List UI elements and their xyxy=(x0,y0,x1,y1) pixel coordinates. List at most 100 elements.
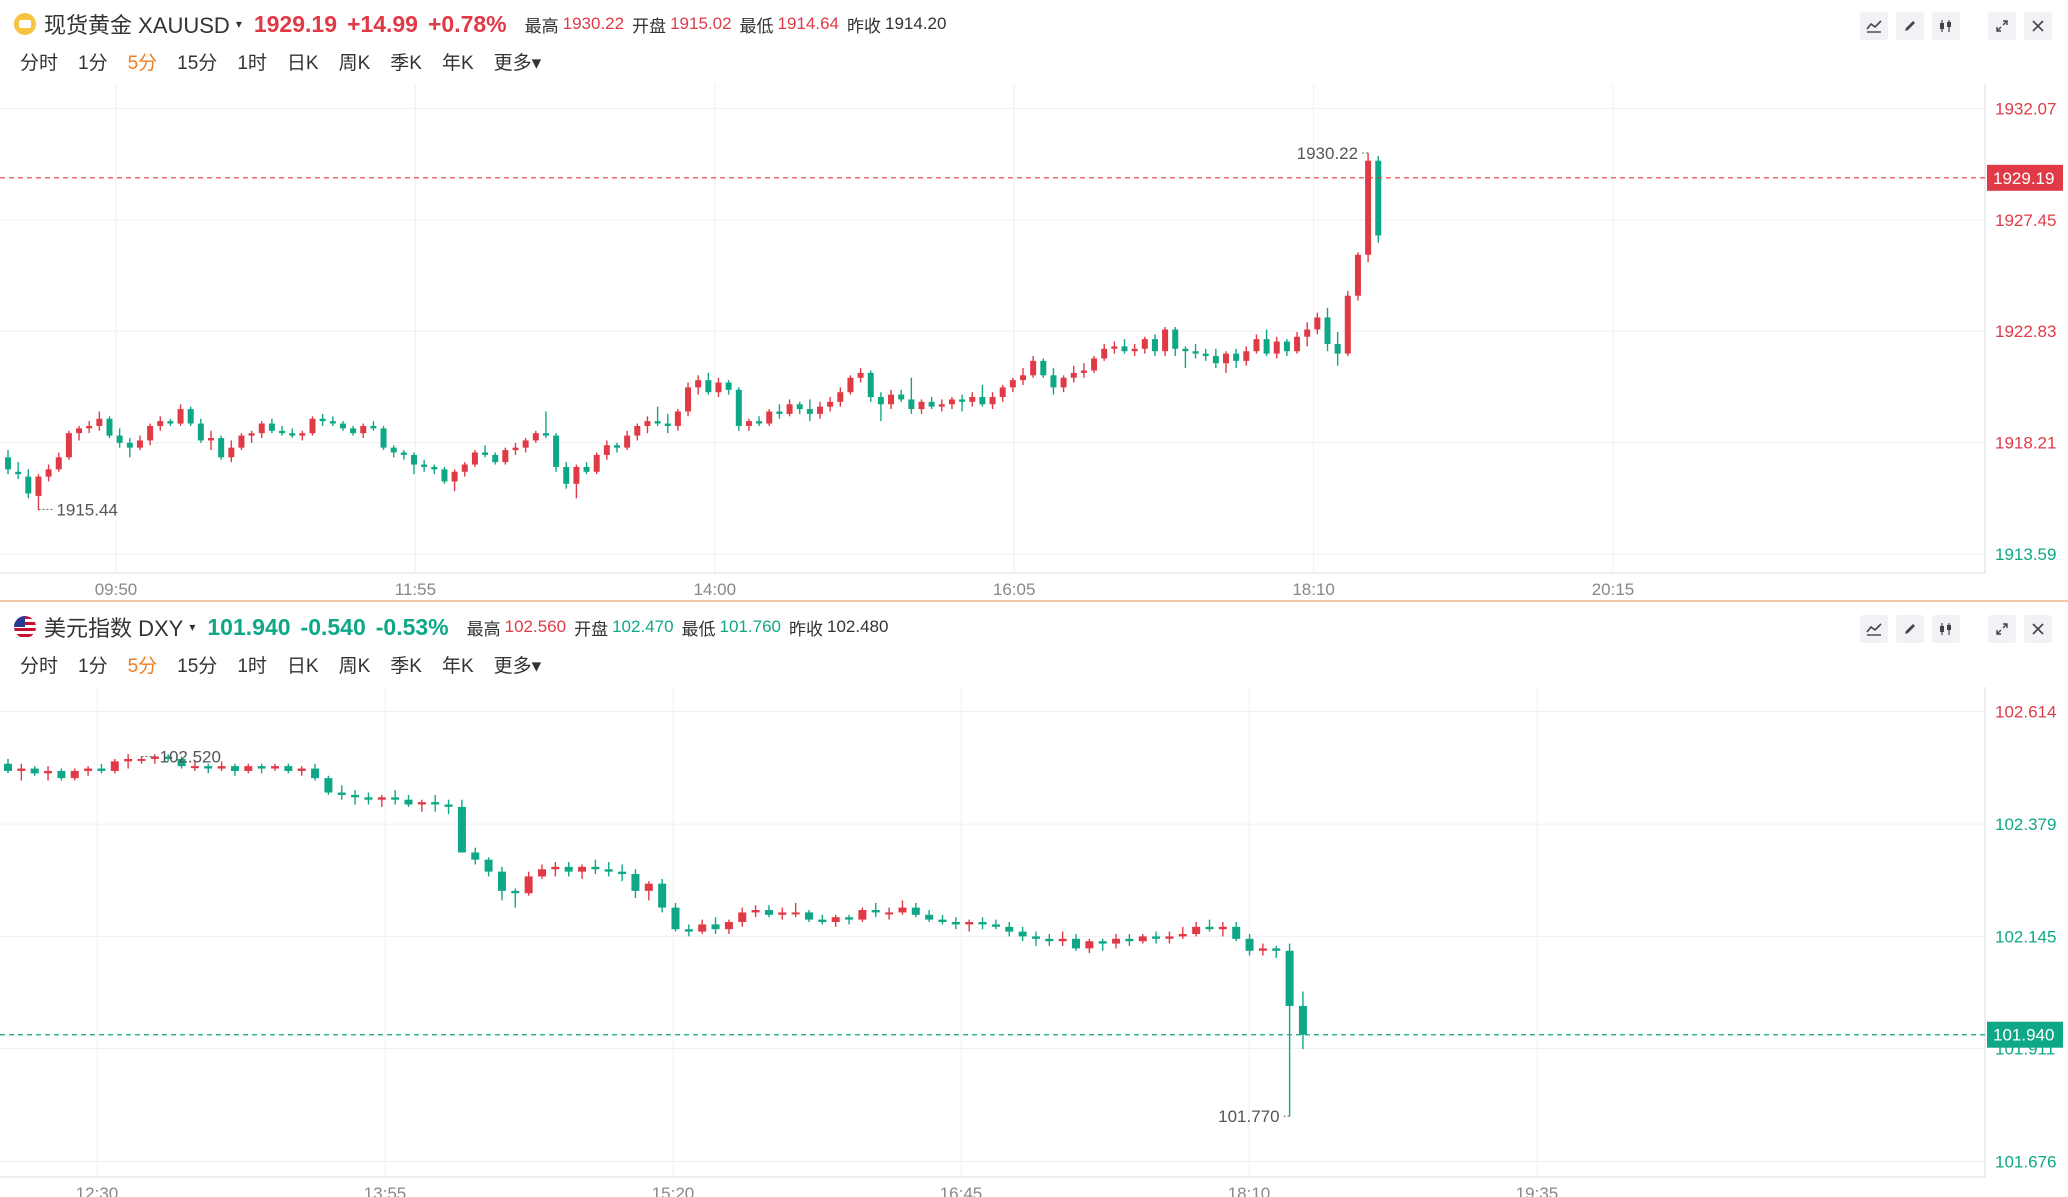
candle-body xyxy=(1172,329,1179,349)
candle xyxy=(167,418,174,426)
candle-body xyxy=(391,797,400,800)
candle-body xyxy=(76,428,83,434)
candle-body xyxy=(1020,375,1026,381)
candle-body xyxy=(1138,936,1147,942)
candle-body xyxy=(167,421,174,424)
candle-body xyxy=(217,766,226,769)
candle-body xyxy=(35,476,42,496)
candle-body xyxy=(664,423,671,426)
tf-1hour[interactable]: 1时 xyxy=(237,53,267,74)
candle xyxy=(1253,334,1260,354)
symbol-name[interactable]: 美元指数 DXY xyxy=(44,616,184,641)
candle-body xyxy=(1344,295,1351,354)
candle-body xyxy=(1018,931,1027,937)
high-value: 1930.22 xyxy=(562,14,625,33)
tf-more[interactable]: 更多▾ xyxy=(493,656,542,677)
symbol-dropdown-icon[interactable]: ▾ xyxy=(189,620,196,634)
candle-body xyxy=(532,433,539,441)
tf-day[interactable]: 日K xyxy=(286,656,319,677)
candle-body xyxy=(553,435,560,467)
tf-fenshi[interactable]: 分时 xyxy=(20,53,59,74)
fullscreen-icon[interactable] xyxy=(1988,12,2016,40)
symbol-dropdown-icon[interactable]: ▾ xyxy=(235,17,242,31)
draw-icon[interactable] xyxy=(1896,12,1924,40)
candle xyxy=(444,799,453,815)
tf-5min[interactable]: 5分 xyxy=(127,53,158,74)
x-tick-label: 09:50 xyxy=(95,580,138,599)
tf-fenshi[interactable]: 分时 xyxy=(20,656,59,677)
candle xyxy=(951,917,960,930)
tf-quarter[interactable]: 季K xyxy=(390,656,422,677)
symbol-name[interactable]: 现货黄金 XAUUSD xyxy=(44,13,230,38)
tf-day[interactable]: 日K xyxy=(286,53,319,74)
candle-body xyxy=(431,802,440,805)
candle xyxy=(1202,348,1209,361)
tf-year[interactable]: 年K xyxy=(441,656,474,677)
candle-body xyxy=(218,438,225,458)
high-annotation-label: 102.520 xyxy=(160,748,221,767)
candle-body xyxy=(17,768,26,771)
candle xyxy=(786,399,793,417)
tf-year[interactable]: 年K xyxy=(441,53,474,74)
candle-body xyxy=(991,924,1000,927)
candle-body xyxy=(631,874,640,891)
panel-divider[interactable] xyxy=(0,600,2068,603)
candle xyxy=(502,447,509,465)
tf-15min[interactable]: 15分 xyxy=(177,53,218,74)
candle xyxy=(57,768,66,781)
x-tick-label: 18:10 xyxy=(1228,1184,1271,1197)
candle-body xyxy=(228,447,235,458)
candle xyxy=(1272,945,1281,958)
candle-type-icon[interactable] xyxy=(1932,12,1960,40)
candle-body xyxy=(360,425,367,434)
tf-week[interactable]: 周K xyxy=(338,656,371,677)
candle-body xyxy=(593,454,600,472)
candle-type-icon[interactable] xyxy=(1932,615,1960,643)
candle xyxy=(674,409,681,431)
tf-quarter[interactable]: 季K xyxy=(390,53,422,74)
indicator-icon[interactable] xyxy=(1860,615,1888,643)
tf-1hour[interactable]: 1时 xyxy=(237,656,267,677)
candle-body xyxy=(695,380,702,388)
high-value: 102.560 xyxy=(504,617,567,636)
candle xyxy=(421,459,428,472)
tf-week[interactable]: 周K xyxy=(338,53,371,74)
tf-15min[interactable]: 15分 xyxy=(177,656,218,677)
tf-1min[interactable]: 1分 xyxy=(78,53,108,74)
candle xyxy=(857,368,864,383)
candle-body xyxy=(444,804,453,807)
candle-body xyxy=(45,469,52,477)
candle xyxy=(512,442,519,455)
dxy-candlestick-chart[interactable]: 102.614102.379102.145101.911101.67612:30… xyxy=(0,687,2068,1197)
tf-more[interactable]: 更多▾ xyxy=(493,53,542,74)
candle-body xyxy=(908,399,915,410)
candle-body xyxy=(715,382,722,393)
candle xyxy=(4,758,12,774)
candle-body xyxy=(796,404,803,410)
candle xyxy=(965,919,974,932)
close-icon[interactable] xyxy=(2024,615,2052,643)
timeframe-bar: 分时 1分 5分 15分 1时 日K 周K 季K 年K 更多▾ xyxy=(20,651,561,677)
candle xyxy=(411,452,417,475)
candle xyxy=(257,763,266,774)
candle-body xyxy=(827,401,834,407)
close-icon[interactable] xyxy=(2024,12,2052,40)
candle xyxy=(1233,348,1240,369)
candle-body xyxy=(1263,339,1270,354)
candle-body xyxy=(791,912,800,915)
candle xyxy=(885,907,894,920)
draw-icon[interactable] xyxy=(1896,615,1924,643)
xauusd-candlestick-chart[interactable]: 1932.07 1927.45 1922.83 1918.21 1913.59 09:50… xyxy=(0,84,2068,600)
candle xyxy=(618,864,627,882)
candle-body xyxy=(989,397,996,405)
candle xyxy=(631,869,640,899)
candle xyxy=(157,416,164,431)
indicator-icon[interactable] xyxy=(1860,12,1888,40)
fullscreen-icon[interactable] xyxy=(1988,615,2016,643)
tf-1min[interactable]: 1分 xyxy=(78,656,108,677)
candle-body xyxy=(928,401,935,407)
dxy-panel: 美元指数 DXY ▾ 101.940 -0.540 -0.53% 最高 102.… xyxy=(0,603,2068,1197)
candle xyxy=(818,914,827,925)
candle-body xyxy=(1365,160,1372,255)
tf-5min[interactable]: 5分 xyxy=(127,656,158,677)
